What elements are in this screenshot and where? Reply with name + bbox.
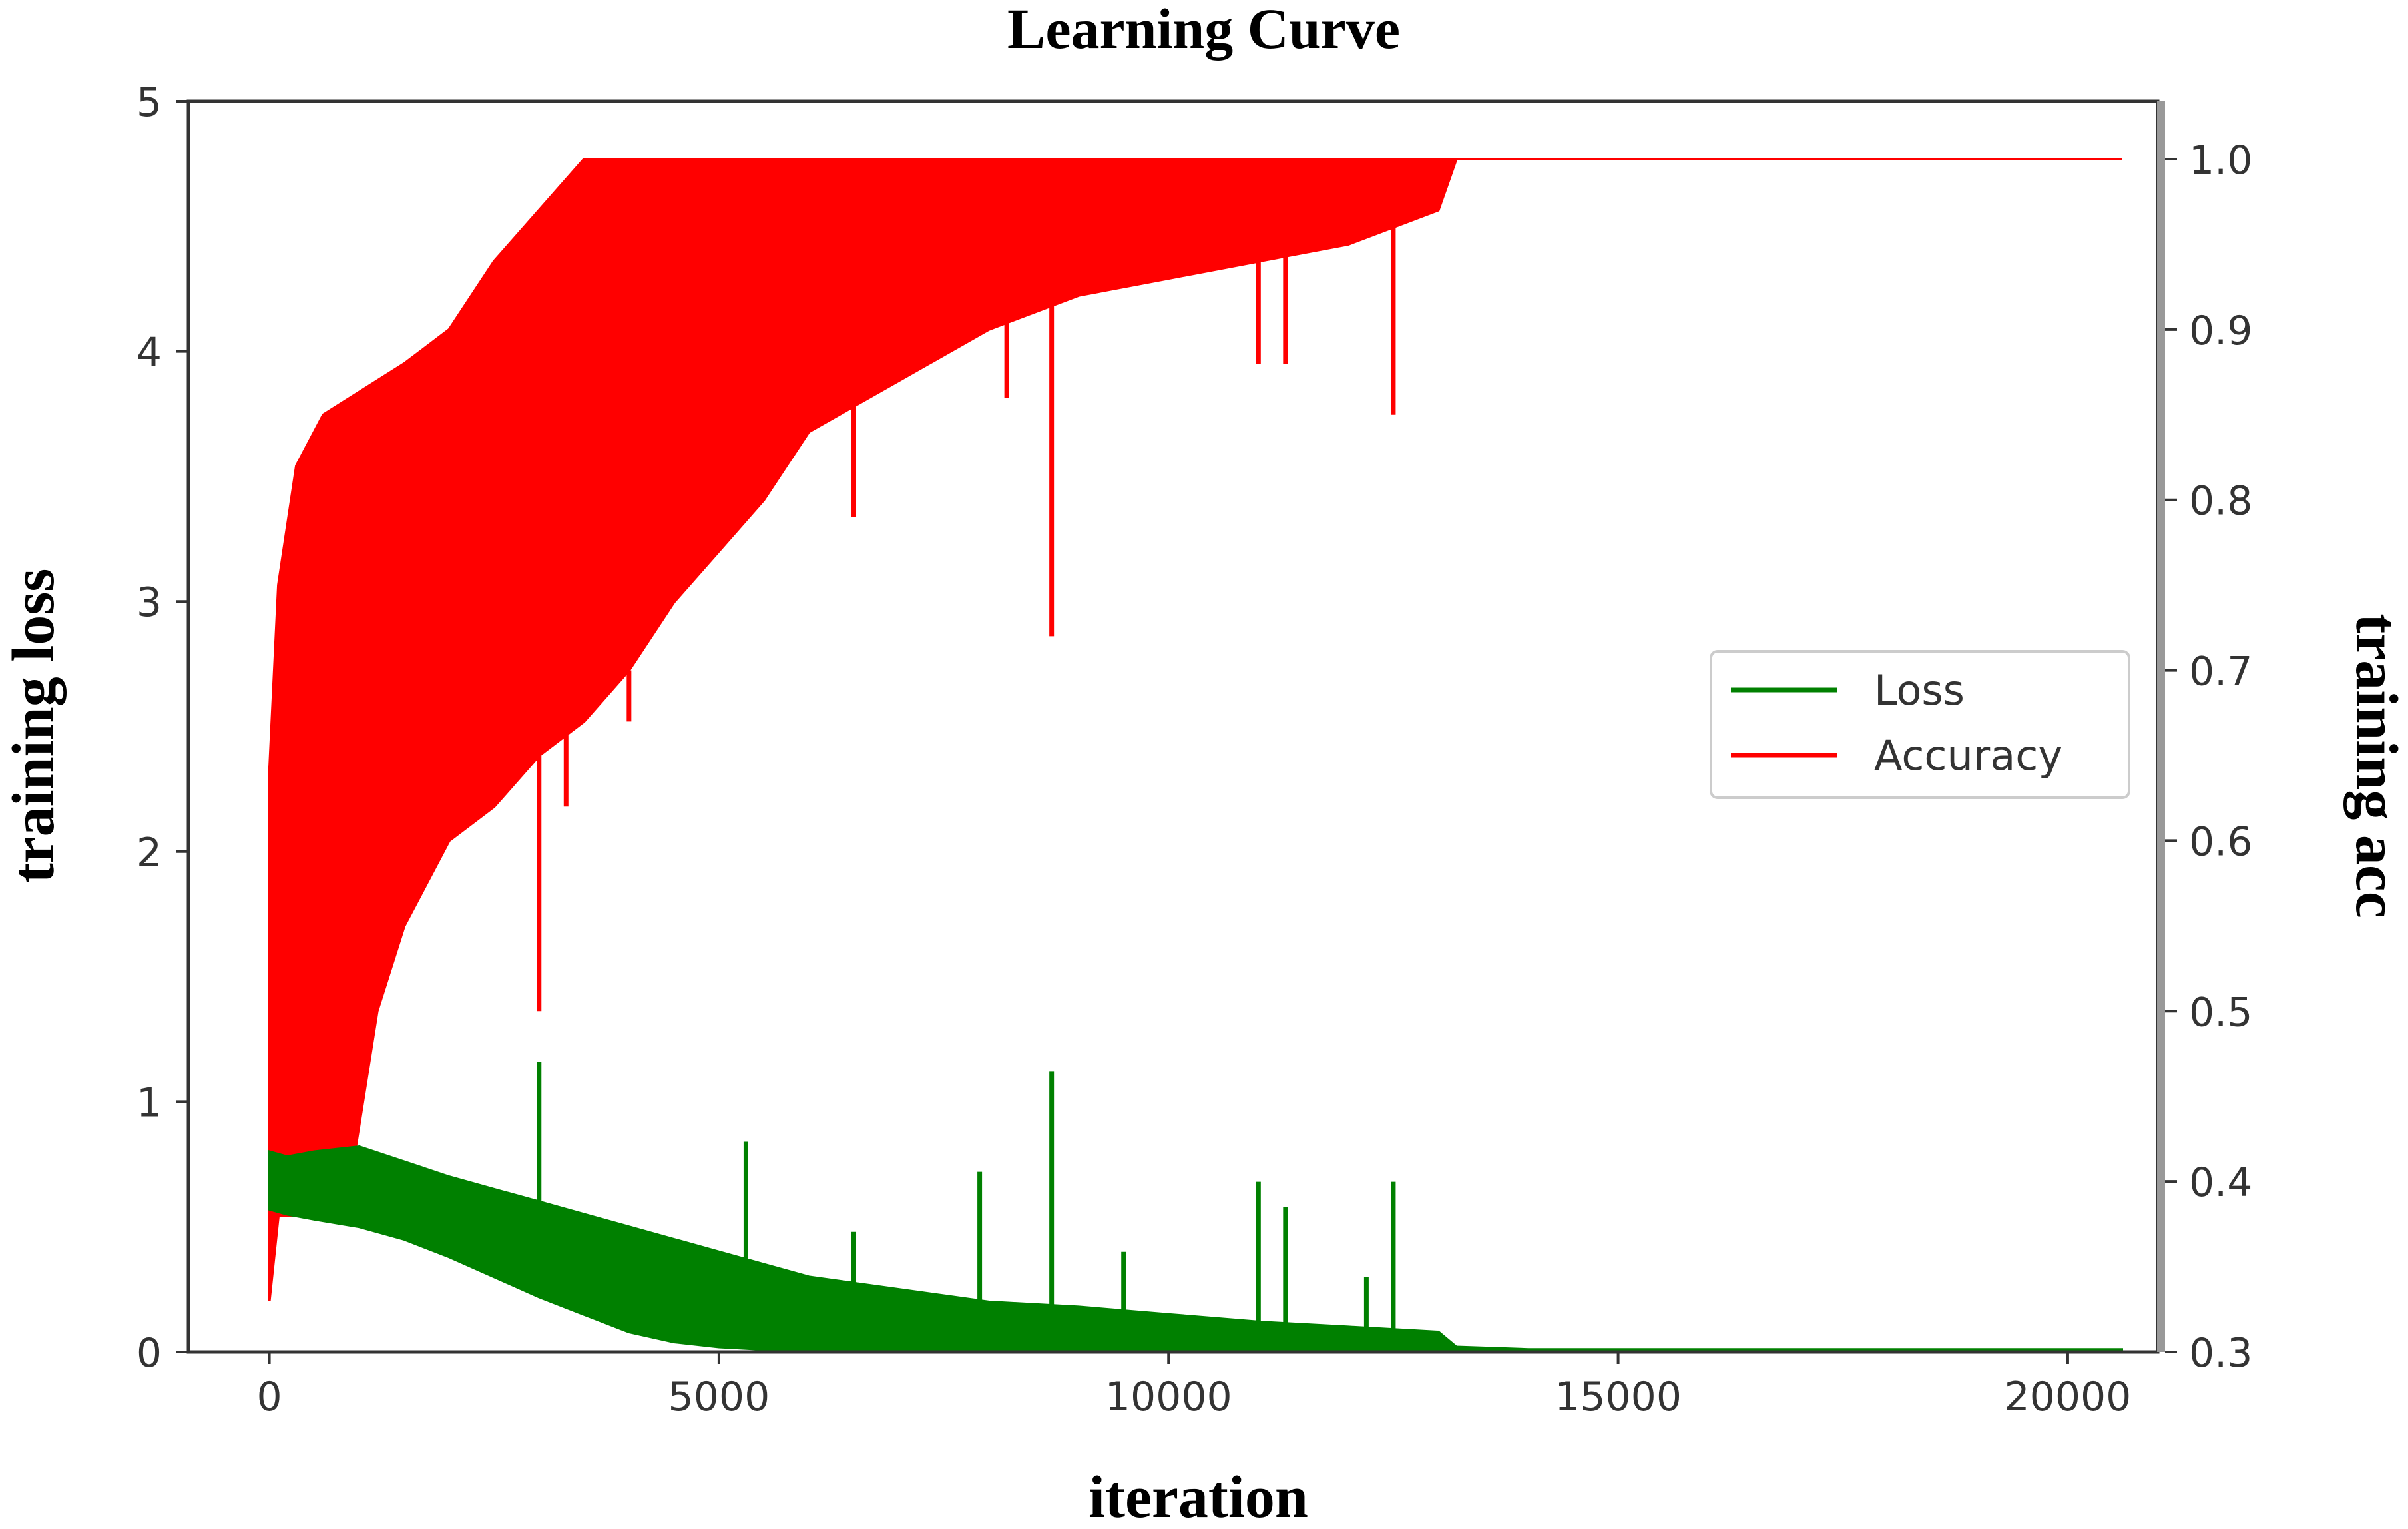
y-right-tick-label: 0.8 — [2189, 478, 2252, 525]
series-accuracy — [268, 158, 2122, 1301]
y-left-tick-label: 0 — [136, 1330, 162, 1376]
y-left-axis-label: training loss — [1, 569, 67, 884]
y-right-axis-ticks: 0.3 0.4 0.5 0.6 0.7 0.8 0.9 1.0 — [2165, 137, 2252, 1376]
y-left-tick-label: 5 — [136, 79, 162, 126]
x-tick-label: 0 — [256, 1374, 282, 1420]
y-left-tick-label: 2 — [136, 830, 162, 876]
y-right-tick-label: 1.0 — [2189, 137, 2252, 184]
series-loss — [268, 1062, 2123, 1353]
series-band-loss — [268, 1145, 2123, 1353]
y-right-tick-label: 0.3 — [2189, 1330, 2252, 1376]
y-right-tick-label: 0.4 — [2189, 1159, 2252, 1206]
y-right-tick-label: 0.9 — [2189, 308, 2252, 354]
y-right-tick-label: 0.5 — [2189, 989, 2252, 1036]
y-left-tick-label: 3 — [136, 579, 162, 626]
y-left-tick-label: 4 — [136, 330, 162, 376]
x-axis-ticks: 0 5000 10000 15000 20000 — [256, 1352, 2131, 1420]
chart-title: Learning Curve — [1007, 0, 1400, 61]
x-tick-label: 10000 — [1105, 1374, 1232, 1420]
x-tick-label: 15000 — [1555, 1374, 1682, 1420]
x-tick-label: 20000 — [2004, 1374, 2131, 1420]
legend-label-accuracy: Accuracy — [1874, 731, 2062, 780]
y-right-tick-label: 0.6 — [2189, 818, 2252, 865]
y-right-tick-label: 0.7 — [2189, 649, 2252, 695]
x-axis-label: iteration — [1088, 1464, 1308, 1529]
legend: Loss Accuracy — [1710, 650, 2130, 799]
y-left-axis-ticks: 0 1 2 3 4 5 — [136, 79, 188, 1376]
series-band-accuracy — [268, 158, 2122, 1301]
y-left-tick-label: 1 — [136, 1079, 162, 1126]
y-right-axis-label: training acc — [2343, 613, 2408, 918]
legend-label-loss: Loss — [1874, 666, 1965, 715]
x-tick-label: 5000 — [668, 1374, 770, 1420]
